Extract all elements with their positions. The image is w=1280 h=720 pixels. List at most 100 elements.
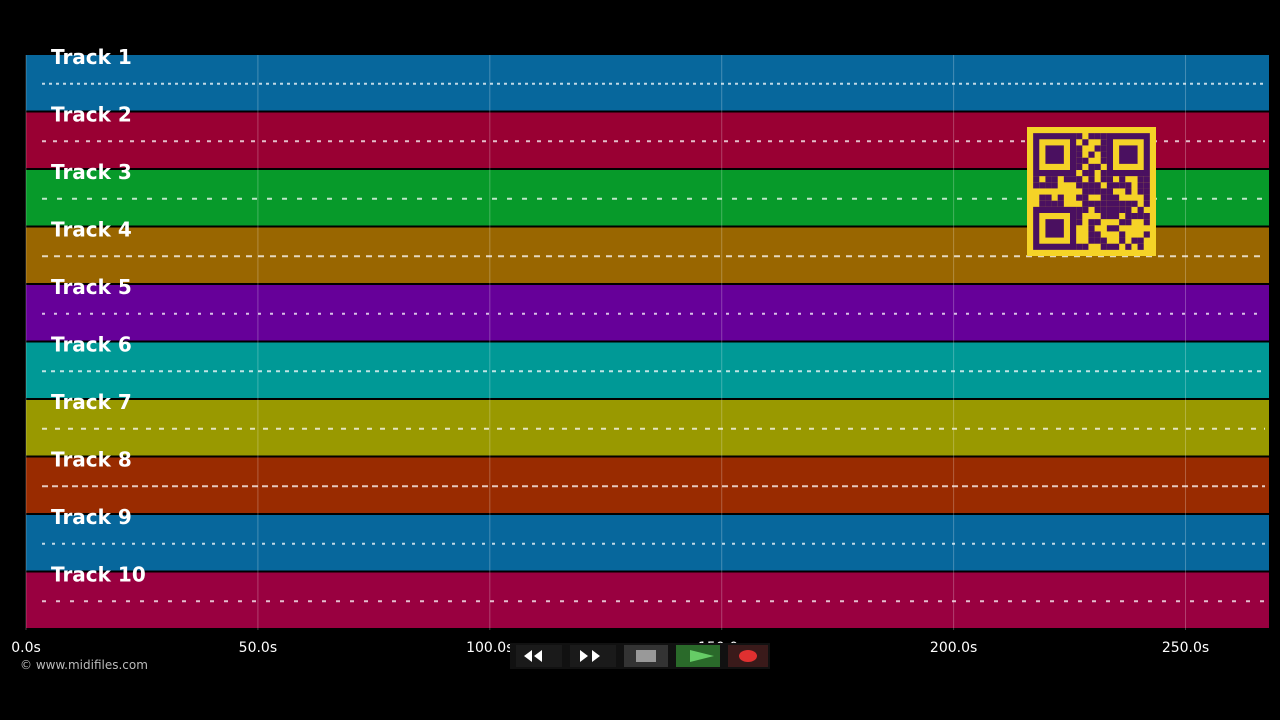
qr-module	[1119, 206, 1126, 213]
qr-module	[1076, 243, 1083, 250]
qr-module	[1088, 231, 1095, 238]
qr-module	[1076, 206, 1083, 213]
rewind-button[interactable]	[516, 645, 562, 667]
track-name: Track 5	[51, 275, 132, 299]
qr-module	[1076, 157, 1083, 164]
qr-module	[1119, 200, 1126, 207]
qr-module	[1094, 163, 1101, 170]
qr-module	[1094, 219, 1101, 226]
stop-button[interactable]	[624, 645, 668, 667]
qr-module	[1125, 219, 1132, 226]
qr-module	[1094, 206, 1101, 213]
qr-module	[1045, 194, 1052, 201]
x-tick-label: 0.0s	[11, 640, 41, 656]
qr-module	[1143, 176, 1150, 183]
qr-module	[1051, 176, 1058, 183]
transport-controls	[510, 643, 770, 669]
qr-finder	[1119, 145, 1138, 164]
qr-module	[1033, 176, 1040, 183]
qr-module	[1088, 151, 1095, 158]
qr-module	[1076, 194, 1083, 201]
qr-module	[1082, 182, 1089, 189]
qr-module	[1137, 213, 1144, 220]
qr-module	[1113, 182, 1120, 189]
qr-module	[1100, 151, 1107, 158]
qr-module	[1082, 243, 1089, 250]
qr-module	[1137, 182, 1144, 189]
qr-module	[1119, 176, 1126, 183]
qr-module	[1045, 176, 1052, 183]
qr-module	[1137, 243, 1144, 250]
track-name: Track 7	[51, 390, 132, 414]
track-lane	[26, 400, 1269, 456]
qr-module	[1082, 139, 1089, 146]
qr-module	[1088, 188, 1095, 195]
track-name: Track 3	[51, 160, 132, 184]
qr-module	[1076, 219, 1083, 226]
qr-module	[1051, 200, 1058, 207]
qr-module	[1057, 194, 1064, 201]
qr-module	[1100, 188, 1107, 195]
qr-module	[1106, 188, 1113, 195]
qr-module	[1076, 163, 1083, 170]
track-name: Track 8	[51, 448, 132, 472]
qr-module	[1125, 188, 1132, 195]
qr-module	[1100, 206, 1107, 213]
qr-module	[1143, 213, 1150, 220]
qr-module	[1143, 194, 1150, 201]
forward-button[interactable]	[570, 645, 616, 667]
qr-module	[1100, 170, 1107, 177]
qr-module	[1076, 133, 1083, 140]
track-name: Track 4	[51, 218, 132, 242]
qr-module	[1119, 219, 1126, 226]
qr-finder	[1045, 145, 1064, 164]
qr-module	[1088, 219, 1095, 226]
qr-module	[1076, 151, 1083, 158]
qr-module	[1070, 176, 1077, 183]
qr-module	[1094, 145, 1101, 152]
qr-module	[1094, 200, 1101, 207]
qr-module	[1100, 133, 1107, 140]
qr-module	[1045, 200, 1052, 207]
qr-module	[1088, 176, 1095, 183]
qr-module	[1076, 145, 1083, 152]
qr-module	[1113, 243, 1120, 250]
qr-module	[1100, 237, 1107, 244]
qr-module	[1039, 200, 1046, 207]
qr-module	[1045, 182, 1052, 189]
qr-module	[1131, 200, 1138, 207]
qr-module	[1143, 219, 1150, 226]
qr-module	[1088, 182, 1095, 189]
qr-module	[1143, 188, 1150, 195]
qr-module	[1106, 206, 1113, 213]
qr-module	[1125, 200, 1132, 207]
qr-module	[1057, 200, 1064, 207]
qr-module	[1100, 200, 1107, 207]
track-name: Track 6	[51, 333, 132, 357]
qr-module	[1106, 225, 1113, 232]
play-button[interactable]	[676, 645, 720, 667]
qr-module	[1137, 188, 1144, 195]
qr-module	[1082, 200, 1089, 207]
qr-module	[1113, 200, 1120, 207]
qr-module	[1106, 200, 1113, 207]
qr-module	[1113, 194, 1120, 201]
qr-module	[1119, 237, 1126, 244]
track-name: Track 2	[51, 103, 132, 127]
qr-module	[1051, 182, 1058, 189]
qr-module	[1088, 133, 1095, 140]
qr-module	[1094, 237, 1101, 244]
qr-module	[1063, 176, 1070, 183]
qr-module	[1119, 182, 1126, 189]
track-name: Track 9	[51, 505, 132, 529]
qr-module	[1100, 176, 1107, 183]
qr-finder	[1045, 219, 1064, 238]
qr-module	[1088, 225, 1095, 232]
record-button[interactable]	[728, 645, 768, 667]
qr-module	[1125, 182, 1132, 189]
qr-module	[1076, 213, 1083, 220]
qr-module	[1106, 176, 1113, 183]
